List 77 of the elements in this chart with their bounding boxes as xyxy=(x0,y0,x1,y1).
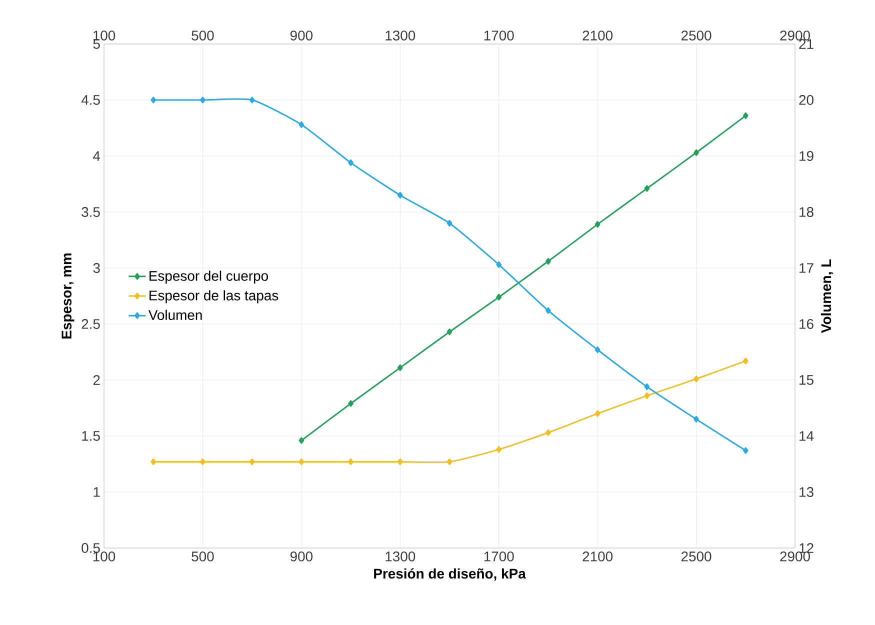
x-tick-label: 1300 xyxy=(386,30,416,40)
x2-tick-label: 500 xyxy=(192,552,214,562)
point xyxy=(742,358,748,364)
y2-axis-title: Volumen, L xyxy=(820,259,834,333)
point xyxy=(546,258,551,265)
point xyxy=(496,294,502,300)
point xyxy=(150,96,156,104)
x2-tick-label: 2900 xyxy=(780,552,810,562)
y2-tick-label: 16 xyxy=(800,319,814,329)
x2-tick-label: 1700 xyxy=(484,552,514,562)
point xyxy=(694,149,699,156)
point xyxy=(200,458,206,466)
point xyxy=(644,392,650,400)
y2-tick-label: 21 xyxy=(799,39,814,49)
x2-tick-label: 2100 xyxy=(582,552,613,562)
y2-tick-label: 20 xyxy=(799,95,814,105)
point xyxy=(298,437,304,444)
y2-tick-label: 14 xyxy=(800,431,814,441)
x-tick-label: 100 xyxy=(93,30,116,40)
x2-tick-label: 1300 xyxy=(386,552,416,562)
x-tick-label: 500 xyxy=(192,30,214,40)
point xyxy=(546,429,551,436)
y-tick-label: 2.5 xyxy=(82,319,100,329)
point xyxy=(397,458,403,466)
point xyxy=(348,159,354,166)
y2-tick-label: 13 xyxy=(800,487,814,497)
point xyxy=(546,307,551,314)
point xyxy=(496,261,502,268)
y-tick-label: 1 xyxy=(94,487,100,497)
y2-tick-label: 12 xyxy=(800,543,814,553)
point xyxy=(594,346,600,354)
legend-label: Espesor del cuerpo xyxy=(150,270,268,284)
y-tick-label: 2 xyxy=(93,375,100,385)
x-axis-title: Presión de diseño, kPa xyxy=(374,568,526,581)
point xyxy=(644,383,650,390)
point xyxy=(446,328,452,336)
x2-tick-label: 900 xyxy=(290,552,313,562)
x-tick-label: 2500 xyxy=(681,30,712,40)
y-tick-label: 3.5 xyxy=(82,207,100,217)
point xyxy=(742,447,748,454)
point xyxy=(594,410,600,417)
point xyxy=(496,446,502,453)
point xyxy=(348,400,354,407)
x2-tick-label: 2500 xyxy=(681,552,712,562)
point xyxy=(298,121,304,128)
point xyxy=(200,96,206,104)
legend-label: Espesor de las tapas xyxy=(150,290,278,304)
y-tick-label: 4.5 xyxy=(81,95,100,105)
x-tick-label: 2900 xyxy=(780,30,810,40)
y-tick-label: 1.5 xyxy=(82,431,100,441)
x-tick-label: 1700 xyxy=(484,30,514,40)
point xyxy=(644,185,650,192)
y2-tick-label: 19 xyxy=(800,151,814,161)
point xyxy=(594,220,600,228)
y-tick-label: 3 xyxy=(93,263,100,273)
y2-tick-label: 18 xyxy=(800,207,814,217)
x-tick-label: 2100 xyxy=(582,30,613,40)
y-tick-label: 0.5 xyxy=(82,543,100,553)
point xyxy=(742,112,748,120)
point xyxy=(150,458,156,466)
x-tick-label: 900 xyxy=(290,30,313,40)
point xyxy=(249,96,255,104)
point xyxy=(446,458,452,466)
point xyxy=(397,364,403,372)
point xyxy=(397,192,403,199)
point xyxy=(446,220,452,227)
legend-label: Volumen xyxy=(148,310,202,320)
y2-tick-label: 17 xyxy=(800,263,814,273)
y2-tick-label: 15 xyxy=(800,375,814,385)
point xyxy=(694,376,699,382)
y-tick-label: 4 xyxy=(93,151,100,161)
point xyxy=(694,416,699,423)
point xyxy=(249,458,255,466)
y-axis-title: Espesor, mm xyxy=(62,253,74,338)
point xyxy=(298,458,304,466)
x2-tick-label: 100 xyxy=(93,552,116,562)
point xyxy=(348,458,354,466)
